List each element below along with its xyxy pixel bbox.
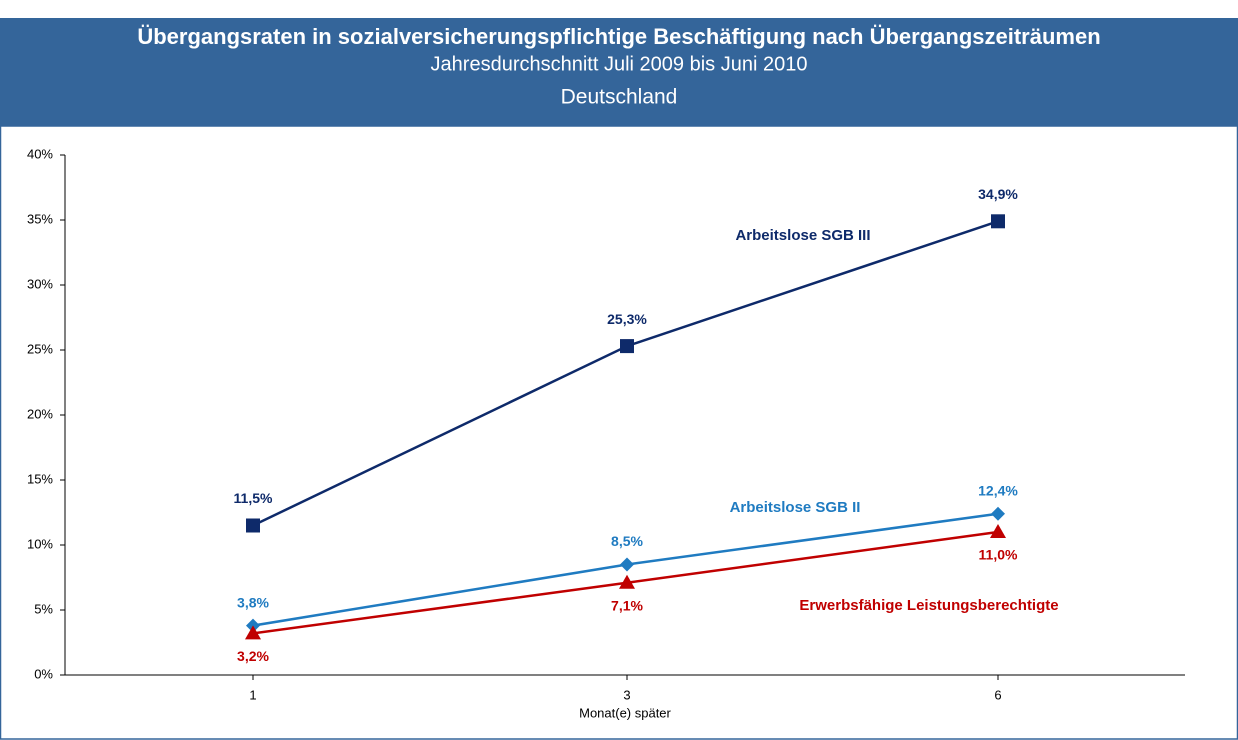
marker [991, 214, 1005, 229]
chart-title: Übergangsraten in sozialversicherungspfl… [137, 24, 1100, 49]
y-tick-label: 0% [34, 666, 53, 681]
data-label: 11,5% [234, 490, 273, 506]
data-label: 34,9% [978, 186, 1018, 202]
data-label: 8,5% [611, 533, 643, 549]
series-label: Arbeitslose SGB II [730, 499, 861, 516]
marker [619, 574, 635, 589]
chart-subtitle: Jahresdurchschnitt Juli 2009 bis Juni 20… [431, 53, 808, 75]
frame [0, 125, 1238, 740]
series-label: Arbeitslose SGB III [735, 227, 870, 244]
data-label: 3,2% [237, 648, 269, 664]
line [252, 220, 999, 527]
marker [620, 339, 634, 354]
y-tick-label: 35% [27, 211, 53, 226]
header-band [0, 18, 1238, 126]
data-label: 3,8% [237, 594, 269, 610]
series-label: Erwerbsfähige Leistungsberechtigte [799, 597, 1058, 614]
x-axis-label: Monat(e) später [579, 705, 671, 720]
data-label: 12,4% [978, 483, 1018, 499]
x-tick-label: 3 [623, 687, 630, 702]
marker [620, 557, 634, 572]
y-tick-label: 10% [27, 536, 53, 551]
y-tick-label: 25% [27, 341, 53, 356]
marker [990, 524, 1006, 538]
marker [246, 518, 260, 533]
x-tick-label: 1 [249, 687, 256, 702]
marker [991, 506, 1005, 521]
region: Deutschland [561, 86, 678, 109]
data-label: 25,3% [607, 311, 647, 327]
x-tick-label: 6 [994, 687, 1001, 702]
y-tick-label: 40% [27, 146, 53, 161]
y-tick-label: 5% [34, 601, 53, 616]
y-tick-label: 20% [27, 406, 53, 421]
y-tick-label: 15% [27, 471, 53, 486]
y-tick-label: 30% [27, 276, 53, 291]
data-label: 11,0% [979, 547, 1018, 563]
data-label: 7,1% [611, 597, 643, 613]
marker [245, 625, 261, 640]
